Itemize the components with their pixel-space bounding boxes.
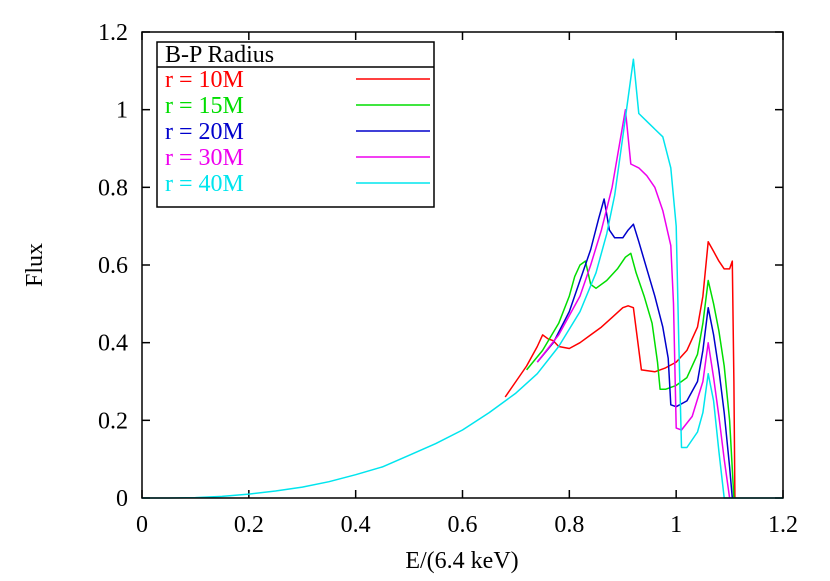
x-tick-label: 0.8 bbox=[554, 512, 584, 538]
legend-entry-label: r = 15M bbox=[165, 93, 244, 119]
y-tick-label: 0 bbox=[116, 486, 128, 512]
y-tick-label: 0.6 bbox=[98, 253, 128, 279]
legend-box bbox=[156, 41, 435, 208]
legend-entry-label: r = 10M bbox=[165, 67, 244, 93]
series-line-r-10m bbox=[504, 240, 736, 499]
series-line-r-30m bbox=[536, 108, 731, 499]
series-line-r-15m bbox=[526, 252, 735, 499]
x-tick-label: 1.2 bbox=[768, 512, 798, 538]
legend-entry-label: r = 30M bbox=[165, 145, 244, 171]
y-tick-label: 0.8 bbox=[98, 175, 128, 201]
x-tick-label: 1 bbox=[670, 512, 682, 538]
series-line-r-40m bbox=[142, 58, 783, 499]
plot-frame bbox=[141, 31, 784, 499]
y-tick-label: 1 bbox=[116, 98, 128, 124]
legend-entry-label: r = 20M bbox=[165, 119, 244, 145]
x-tick-label: 0.4 bbox=[341, 512, 371, 538]
x-axis-label: E/(6.4 keV) bbox=[405, 548, 518, 574]
legend-entry-label: r = 40M bbox=[165, 171, 244, 197]
y-tick-label: 0.2 bbox=[98, 408, 128, 434]
series-line-r-20m bbox=[536, 198, 734, 499]
x-tick-label: 0.2 bbox=[234, 512, 264, 538]
x-tick-label: 0 bbox=[136, 512, 148, 538]
legend-title: B-P Radius bbox=[165, 42, 274, 68]
x-tick-label: 0.6 bbox=[448, 512, 478, 538]
y-tick-label: 0.4 bbox=[98, 331, 128, 357]
y-axis-label: Flux bbox=[22, 243, 48, 287]
y-tick-label: 1.2 bbox=[98, 20, 128, 46]
